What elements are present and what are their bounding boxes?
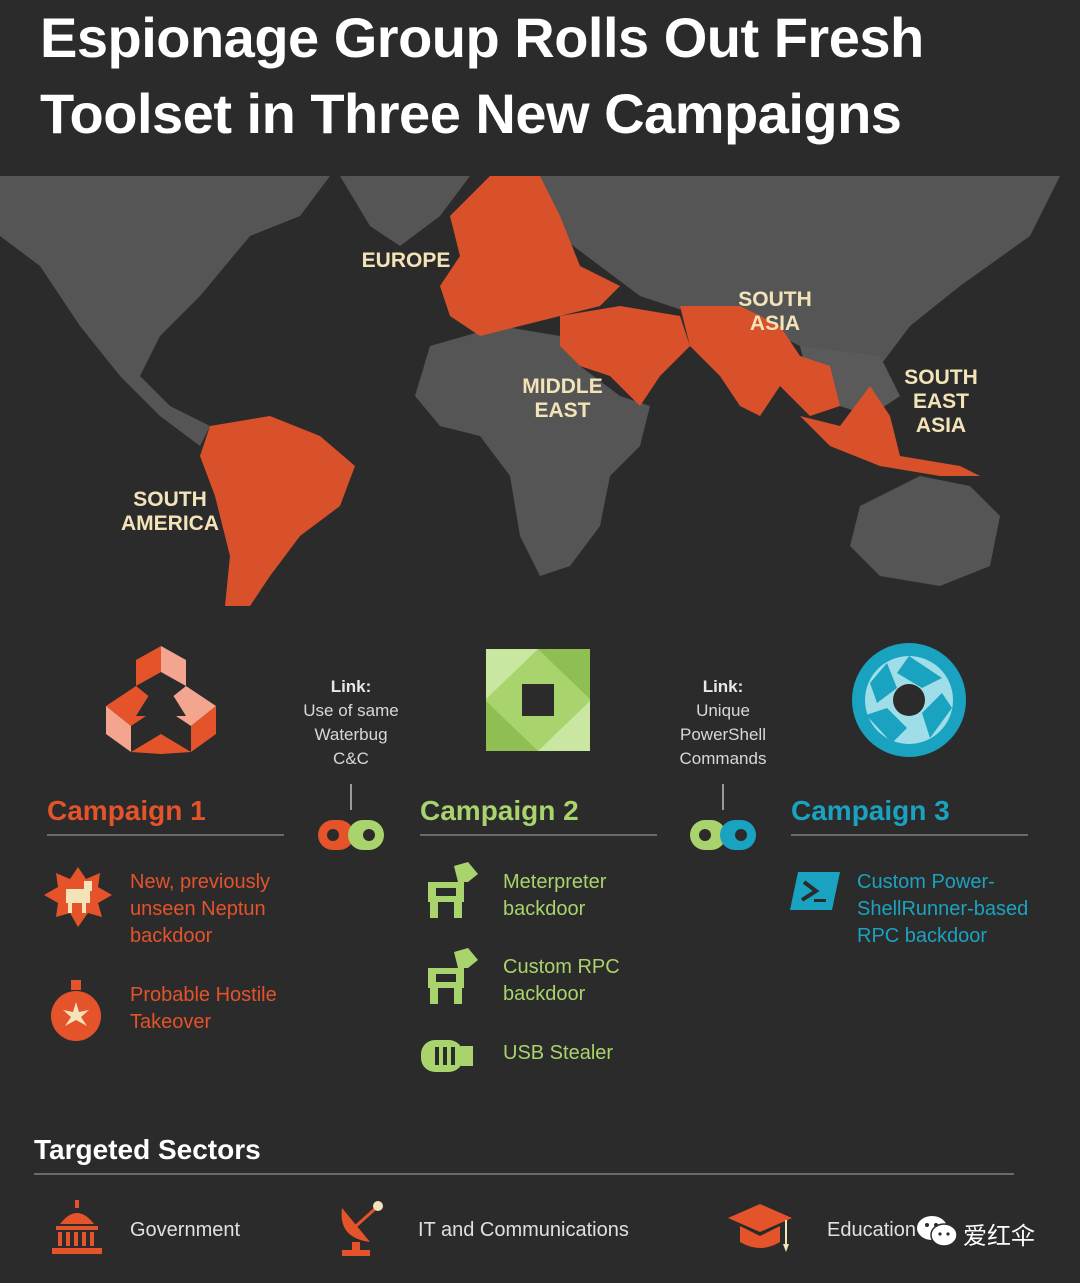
usb-icon: [421, 1040, 473, 1072]
link-1-line: C&C: [333, 749, 369, 768]
region-label-south-asia: SOUTH ASIA: [725, 288, 825, 336]
link-2-connector: [722, 784, 724, 810]
sector-education: Education: [827, 1219, 916, 1241]
trojan-horse-badge-icon: [44, 867, 112, 927]
sectors-title: Targeted Sectors: [34, 1134, 261, 1165]
africa-land: [415, 326, 650, 576]
region-europe-text: EUROPE: [361, 249, 451, 272]
campaign-3-title: Campaign 3: [791, 795, 950, 826]
region-middle-east-line1: MIDDLE: [522, 375, 603, 398]
satellite-dish-icon: [341, 1201, 383, 1256]
campaign-1-item-1-text: New, previously unseen Neptun backdoor: [130, 869, 270, 950]
region-se-asia-line1: SOUTH: [904, 366, 978, 389]
campaign-1-item-2-text: Probable Hostile Takeover: [130, 982, 277, 1036]
link-2-line: Unique: [696, 701, 750, 720]
link-2-heading: Link:: [702, 677, 744, 696]
item-line: backdoor: [130, 925, 213, 947]
item-line: Meterpreter: [503, 871, 607, 893]
region-south-america-line2: AMERICA: [121, 512, 219, 535]
link-1-text: Link: Use of same Waterbug C&C: [286, 675, 416, 771]
powershell-icon: [790, 872, 840, 910]
campaign-3-divider: [791, 834, 1028, 836]
link-1-line: Waterbug: [314, 725, 388, 744]
campaign-3-item-1-text: Custom Power- ShellRunner-based RPC back…: [857, 869, 1028, 950]
bomb-icon: [51, 980, 101, 1041]
trojan-horse-icon: [428, 862, 478, 918]
world-map: [0, 176, 1060, 606]
campaign-3-logo-icon: [852, 643, 966, 757]
item-line: Custom Power-: [857, 871, 995, 893]
region-label-south-east-asia: SOUTH EAST ASIA: [895, 366, 987, 438]
region-label-europe: EUROPE: [360, 249, 452, 273]
region-se-asia-line3: ASIA: [915, 414, 967, 437]
link-1-line: Use of same: [303, 701, 399, 720]
europe-region: [440, 176, 620, 336]
campaign-2-item-2-text: Custom RPC backdoor: [503, 954, 620, 1008]
north-asia-land: [530, 176, 1060, 376]
title-line-1: Espionage Group Rolls Out Fresh: [40, 6, 924, 69]
region-south-asia-line1: SOUTH: [738, 288, 812, 311]
south-east-asia-region: [800, 386, 980, 476]
item-line: USB Stealer: [503, 1042, 614, 1064]
item-line: Custom RPC: [503, 956, 620, 978]
campaign-2-title: Campaign 2: [420, 795, 579, 826]
capitol-building-icon: [52, 1200, 102, 1254]
link-1-heading: Link:: [330, 677, 372, 696]
watermark-text: 爱红伞: [963, 1222, 1035, 1250]
north-america-land: [0, 176, 330, 446]
trojan-horse-icon: [428, 948, 478, 1004]
region-south-america-line1: SOUTH: [133, 488, 207, 511]
greenland-land: [340, 176, 470, 246]
sector-government: Government: [130, 1219, 241, 1241]
sector-it-communications: IT and Communications: [418, 1219, 629, 1241]
item-line: Probable Hostile: [130, 984, 277, 1006]
graduation-cap-icon: [728, 1204, 792, 1252]
region-middle-east-line2: EAST: [534, 399, 591, 422]
region-se-asia-line2: EAST: [912, 390, 969, 413]
item-line: ShellRunner-based: [857, 898, 1029, 920]
campaign-1-title: Campaign 1: [47, 795, 206, 826]
region-label-middle-east: MIDDLE EAST: [510, 375, 615, 423]
item-line: unseen Neptun: [130, 898, 266, 920]
campaign-1-logo-icon: [106, 646, 216, 754]
link-2-line: Commands: [679, 749, 767, 768]
campaign-1-divider: [47, 834, 284, 836]
title-line-2: Toolset in Three New Campaigns: [40, 82, 902, 145]
australia-land: [850, 476, 1000, 586]
link-2-text: Link: Unique PowerShell Commands: [658, 675, 788, 771]
chain-link-1-icon: [318, 820, 384, 850]
region-south-asia-line2: ASIA: [749, 312, 801, 335]
region-label-south-america: SOUTH AMERICA: [115, 488, 225, 536]
campaign-2-item-3-text: USB Stealer: [503, 1040, 613, 1067]
item-line: backdoor: [503, 898, 586, 920]
item-line: RPC backdoor: [857, 925, 988, 947]
item-line: backdoor: [503, 983, 586, 1005]
link-1-connector: [350, 784, 352, 810]
item-line: New, previously: [130, 871, 271, 893]
middle-east-region: [560, 306, 690, 406]
page-title: Espionage Group Rolls Out Fresh Toolset …: [40, 0, 1040, 152]
wechat-logo-icon: [917, 1216, 958, 1247]
item-line: Takeover: [130, 1011, 212, 1033]
chain-link-2-icon: [690, 820, 756, 850]
campaign-2-divider: [420, 834, 657, 836]
campaign-2-item-1-text: Meterpreter backdoor: [503, 869, 606, 923]
link-2-line: PowerShell: [680, 725, 766, 744]
south-america-region: [200, 416, 355, 606]
campaign-2-logo-icon: [486, 649, 590, 751]
south-asia-region: [680, 306, 840, 416]
sectors-divider: [34, 1173, 1014, 1175]
